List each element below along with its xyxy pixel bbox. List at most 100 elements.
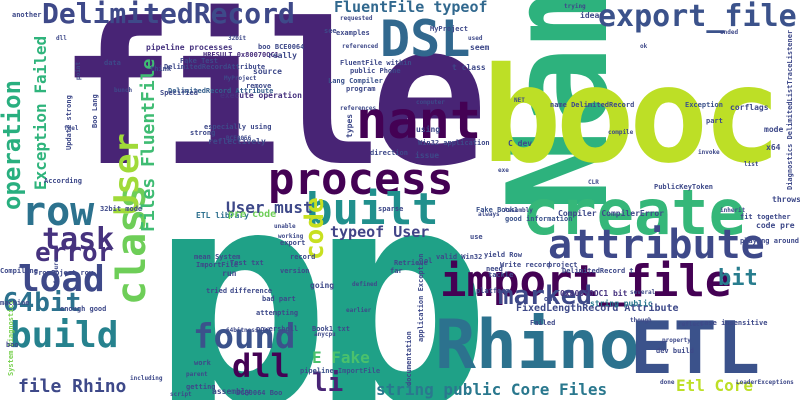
word: User must <box>226 198 313 217</box>
word: direction <box>370 149 408 157</box>
word: PublicKeyToken <box>654 183 714 191</box>
word: pre code <box>228 209 277 220</box>
word: nant <box>356 91 482 151</box>
word: exe <box>498 167 509 174</box>
word: HRESULT 0x80070OC1 <box>203 51 279 59</box>
word: ok <box>640 43 648 50</box>
word: error <box>35 238 114 268</box>
word: MyProject <box>224 75 257 82</box>
word: Write record <box>500 261 551 269</box>
word: anycpu <box>314 331 336 338</box>
word: examples <box>336 29 370 37</box>
word: FromObject row <box>34 269 94 277</box>
word: requested <box>340 15 373 22</box>
word: task <box>42 222 115 257</box>
word: public Phone <box>350 67 401 75</box>
word: Book1 txt <box>312 325 350 333</box>
word: project <box>548 261 578 269</box>
word: x64 <box>766 143 781 152</box>
word: load <box>18 259 105 300</box>
word: point <box>75 61 82 80</box>
word: Exception <box>685 101 723 109</box>
word: yield Row <box>484 251 522 259</box>
word: ideas <box>580 11 605 20</box>
word: script <box>170 391 192 398</box>
word: Boo Lang <box>91 94 99 128</box>
word: FluentFile within <box>340 59 412 67</box>
word: one <box>544 295 557 303</box>
word: ended <box>720 29 739 36</box>
word: version <box>280 267 310 275</box>
word: Fake Test <box>180 57 218 65</box>
word: boo BCE0064 <box>258 43 305 51</box>
word: need <box>486 265 503 273</box>
word: difference <box>230 287 273 295</box>
word: issue <box>415 151 440 160</box>
word: 32bit <box>228 35 247 42</box>
word: found <box>193 317 296 357</box>
word: pipeline processes <box>146 43 233 52</box>
word: trying <box>564 3 586 10</box>
word: Etl Core <box>676 376 754 395</box>
word: BCE0056 <box>226 135 252 142</box>
word: work <box>194 359 211 367</box>
word: bit <box>718 266 758 291</box>
word: DelimitedRecord <box>42 0 295 30</box>
word: another <box>12 11 42 19</box>
word: create <box>522 176 746 249</box>
word: code pre <box>756 221 795 230</box>
word: CLR <box>588 179 599 186</box>
word: boo <box>6 341 19 349</box>
word: 0x80070OC1 bit <box>560 289 628 298</box>
word: Files FluentFile <box>138 58 159 232</box>
word: tackle <box>488 271 514 279</box>
word: import_file <box>440 256 732 307</box>
word: build <box>10 315 119 356</box>
word: platform <box>476 287 510 295</box>
word: part <box>706 117 723 125</box>
word: ImportFile <box>196 261 239 269</box>
word: use <box>470 233 483 241</box>
word: strong <box>190 129 216 137</box>
word: Failed <box>530 319 556 327</box>
word: unable <box>274 223 296 230</box>
word: references <box>340 105 377 112</box>
word: referenced <box>342 43 379 50</box>
word: file Rhino <box>18 376 127 397</box>
word: data <box>104 59 121 67</box>
word: ETL <box>630 306 761 390</box>
word: mode <box>764 125 784 134</box>
word: DelimitedRecord Attribute <box>168 87 274 95</box>
word: see <box>324 27 337 35</box>
word: though <box>630 317 652 324</box>
word: Compiler CompilerError <box>558 209 664 218</box>
word: export <box>280 239 306 247</box>
word: run <box>222 269 237 278</box>
word: E Fake <box>312 348 370 367</box>
word: attribute <box>548 222 765 268</box>
word: parent <box>186 371 208 378</box>
word: enough good <box>60 305 107 313</box>
word: list <box>744 161 759 168</box>
word: invoke <box>698 149 720 156</box>
word: remove <box>246 82 272 90</box>
word: System Diagnostics <box>7 300 15 376</box>
word: export_file <box>598 0 797 34</box>
word: 32bit mode <box>100 205 143 213</box>
word: NET <box>514 97 525 104</box>
word: dll <box>56 35 67 42</box>
word: typeof User <box>330 223 430 241</box>
word: getting <box>186 383 216 391</box>
word: seem <box>470 43 490 52</box>
word: MyProject <box>430 25 468 33</box>
word: inherit <box>720 207 746 214</box>
word: used <box>468 35 483 42</box>
word: Rhino <box>435 306 640 385</box>
word: think <box>150 65 172 73</box>
word: Test txt <box>230 259 264 267</box>
word: According <box>44 177 82 185</box>
word: t class <box>452 63 486 72</box>
word: Win32 application <box>418 139 490 147</box>
word: reflectively <box>208 137 266 146</box>
word: operation <box>0 79 26 210</box>
